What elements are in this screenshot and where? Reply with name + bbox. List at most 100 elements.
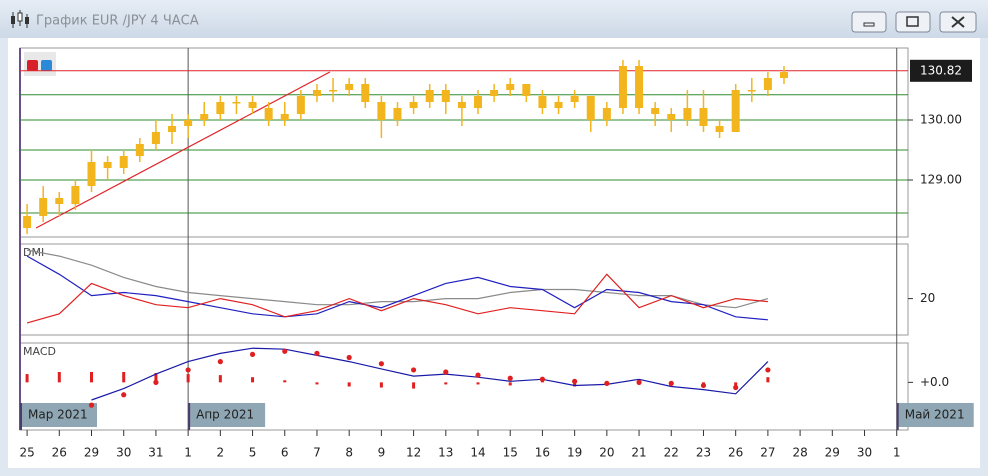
candle-body: [522, 84, 531, 96]
app-icon: [11, 10, 29, 28]
trendline: [35, 71, 331, 229]
signal-dot: [636, 379, 642, 385]
candle-body: [71, 186, 80, 204]
candle-body: [651, 108, 660, 114]
x-tick-label: 1: [893, 446, 901, 460]
candle-body: [635, 66, 644, 108]
candle-body: [296, 96, 305, 114]
histogram-bar: [218, 375, 222, 383]
candle-body: [345, 84, 354, 90]
y-tick-label: +0.0: [920, 375, 949, 389]
candle-body: [200, 114, 209, 120]
histogram-bar: [154, 373, 158, 383]
x-tick-label: 26: [728, 446, 743, 460]
x-tick-label: 20: [599, 446, 614, 460]
x-tick-label: 21: [631, 446, 646, 460]
signal-dot: [410, 367, 417, 373]
x-tick-label: 12: [406, 446, 421, 460]
y-tick-label: 130.00: [920, 113, 962, 127]
candle-body: [441, 90, 450, 102]
histogram-bar: [476, 382, 480, 385]
x-tick-label: 13: [438, 446, 453, 460]
candle-body: [168, 126, 177, 132]
month-label: Мар 2021: [28, 408, 88, 422]
x-tick-label: 31: [148, 446, 163, 460]
x-tick-label: 27: [760, 446, 775, 460]
candle-body: [490, 90, 499, 96]
x-tick-label: 28: [792, 446, 807, 460]
histogram-bar: [444, 382, 448, 385]
minimize-button[interactable]: [851, 11, 887, 33]
signal-dot: [88, 402, 95, 408]
signal-dot: [765, 367, 771, 373]
signal-dot: [217, 359, 223, 365]
candle-body: [715, 126, 724, 132]
x-tick-label: 22: [664, 446, 679, 460]
candle-body: [667, 114, 676, 120]
price-pane: [19, 47, 909, 238]
x-tick-label: 19: [567, 446, 582, 460]
signal-dot: [733, 384, 739, 391]
histogram-bar: [122, 372, 126, 383]
x-tick-label: 5: [249, 446, 257, 460]
candle-body: [747, 90, 756, 92]
signal-dot: [249, 351, 256, 357]
histogram-bar: [412, 382, 416, 389]
signal-dot: [185, 367, 191, 373]
histogram-bar: [766, 377, 770, 383]
histogram-bar: [315, 382, 319, 385]
restore-button[interactable]: [895, 11, 931, 33]
y-tick-label: 20: [920, 291, 935, 305]
series-line: [26, 255, 768, 321]
pane-title: MACD: [23, 345, 56, 358]
x-tick-label: 30: [116, 446, 131, 460]
histogram-bar: [283, 380, 287, 383]
signal-dot: [604, 380, 610, 386]
candle-body: [457, 102, 466, 108]
candle-body: [103, 162, 112, 168]
signal-dot: [475, 372, 481, 378]
candle-body: [39, 198, 48, 216]
candle-body: [264, 108, 273, 120]
candle-body: [554, 102, 563, 108]
x-tick-label: 15: [503, 446, 518, 460]
x-tick-label: 29: [825, 446, 840, 460]
x-tick-label: 25: [19, 446, 34, 460]
histogram-bar: [90, 372, 94, 383]
candle-body: [683, 108, 692, 120]
candle-body: [506, 84, 515, 90]
candle-body: [232, 102, 241, 104]
x-tick-label: 8: [345, 446, 353, 460]
candle-body: [763, 78, 772, 90]
histogram-bar: [25, 374, 29, 383]
x-tick-label: 7: [313, 446, 321, 460]
signal-dot: [282, 348, 288, 354]
candle-body: [87, 162, 96, 186]
candle-body: [474, 96, 483, 108]
x-tick-label: 23: [696, 446, 711, 460]
series-line: [91, 347, 769, 401]
signal-dot: [668, 380, 674, 386]
close-button[interactable]: [939, 11, 977, 33]
candle-body: [779, 72, 788, 78]
candle-body: [602, 108, 611, 120]
x-tick-label: 29: [84, 446, 99, 460]
candle-body: [248, 102, 257, 108]
signal-dot: [314, 350, 320, 356]
candle-body: [538, 96, 547, 108]
candle-body: [409, 102, 418, 108]
candle-body: [425, 90, 434, 102]
x-tick-label: 1: [184, 446, 192, 460]
candle-body: [216, 102, 225, 114]
candle-body: [151, 132, 160, 144]
candle-body: [184, 120, 193, 126]
histogram-bar: [508, 382, 512, 386]
signal-dot: [378, 361, 384, 367]
candle-body: [393, 108, 402, 120]
title-bar: [0, 0, 988, 38]
last-price-label: 130.82: [920, 63, 962, 77]
window-title: График EUR /JPY 4 ЧАСА: [36, 14, 199, 29]
histogram-bar: [379, 382, 383, 388]
signal-dot: [507, 375, 513, 381]
